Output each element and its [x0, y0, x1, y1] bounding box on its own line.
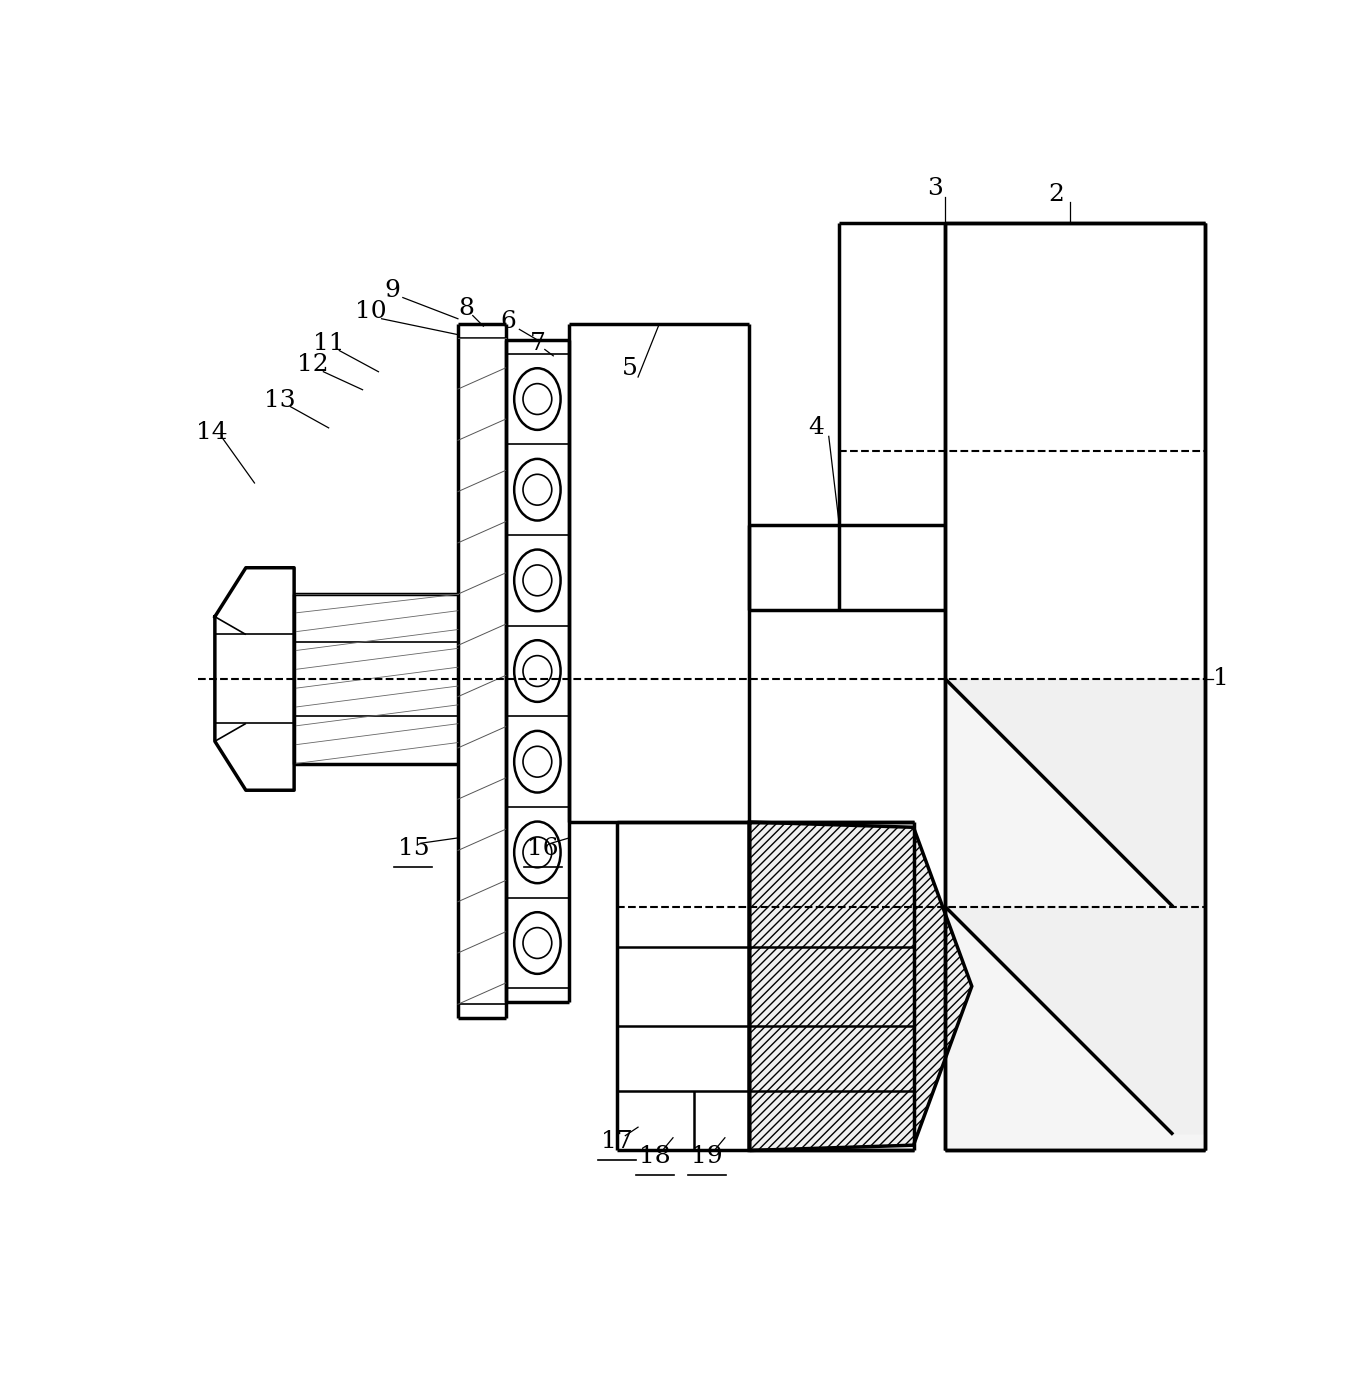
Text: 15: 15: [397, 837, 430, 860]
Polygon shape: [946, 907, 1205, 1135]
Text: 1: 1: [1213, 667, 1228, 691]
Text: 3: 3: [927, 178, 943, 200]
Text: 19: 19: [691, 1145, 723, 1168]
Text: 2: 2: [1049, 183, 1065, 206]
Text: 6: 6: [501, 311, 516, 333]
Polygon shape: [946, 678, 1205, 1150]
Text: 7: 7: [530, 332, 545, 355]
Text: 5: 5: [622, 356, 638, 380]
Text: 9: 9: [385, 279, 400, 301]
Text: 4: 4: [808, 417, 824, 439]
Text: 11: 11: [314, 332, 345, 355]
Polygon shape: [749, 821, 913, 1150]
Text: 18: 18: [639, 1145, 671, 1168]
Text: 12: 12: [297, 352, 329, 376]
Text: 10: 10: [355, 300, 387, 323]
Text: 14: 14: [196, 421, 227, 443]
Text: 16: 16: [527, 837, 559, 860]
Text: 8: 8: [459, 297, 474, 319]
Text: 13: 13: [264, 389, 296, 411]
Polygon shape: [946, 678, 1205, 907]
Text: 17: 17: [601, 1131, 632, 1153]
Polygon shape: [749, 821, 972, 1150]
